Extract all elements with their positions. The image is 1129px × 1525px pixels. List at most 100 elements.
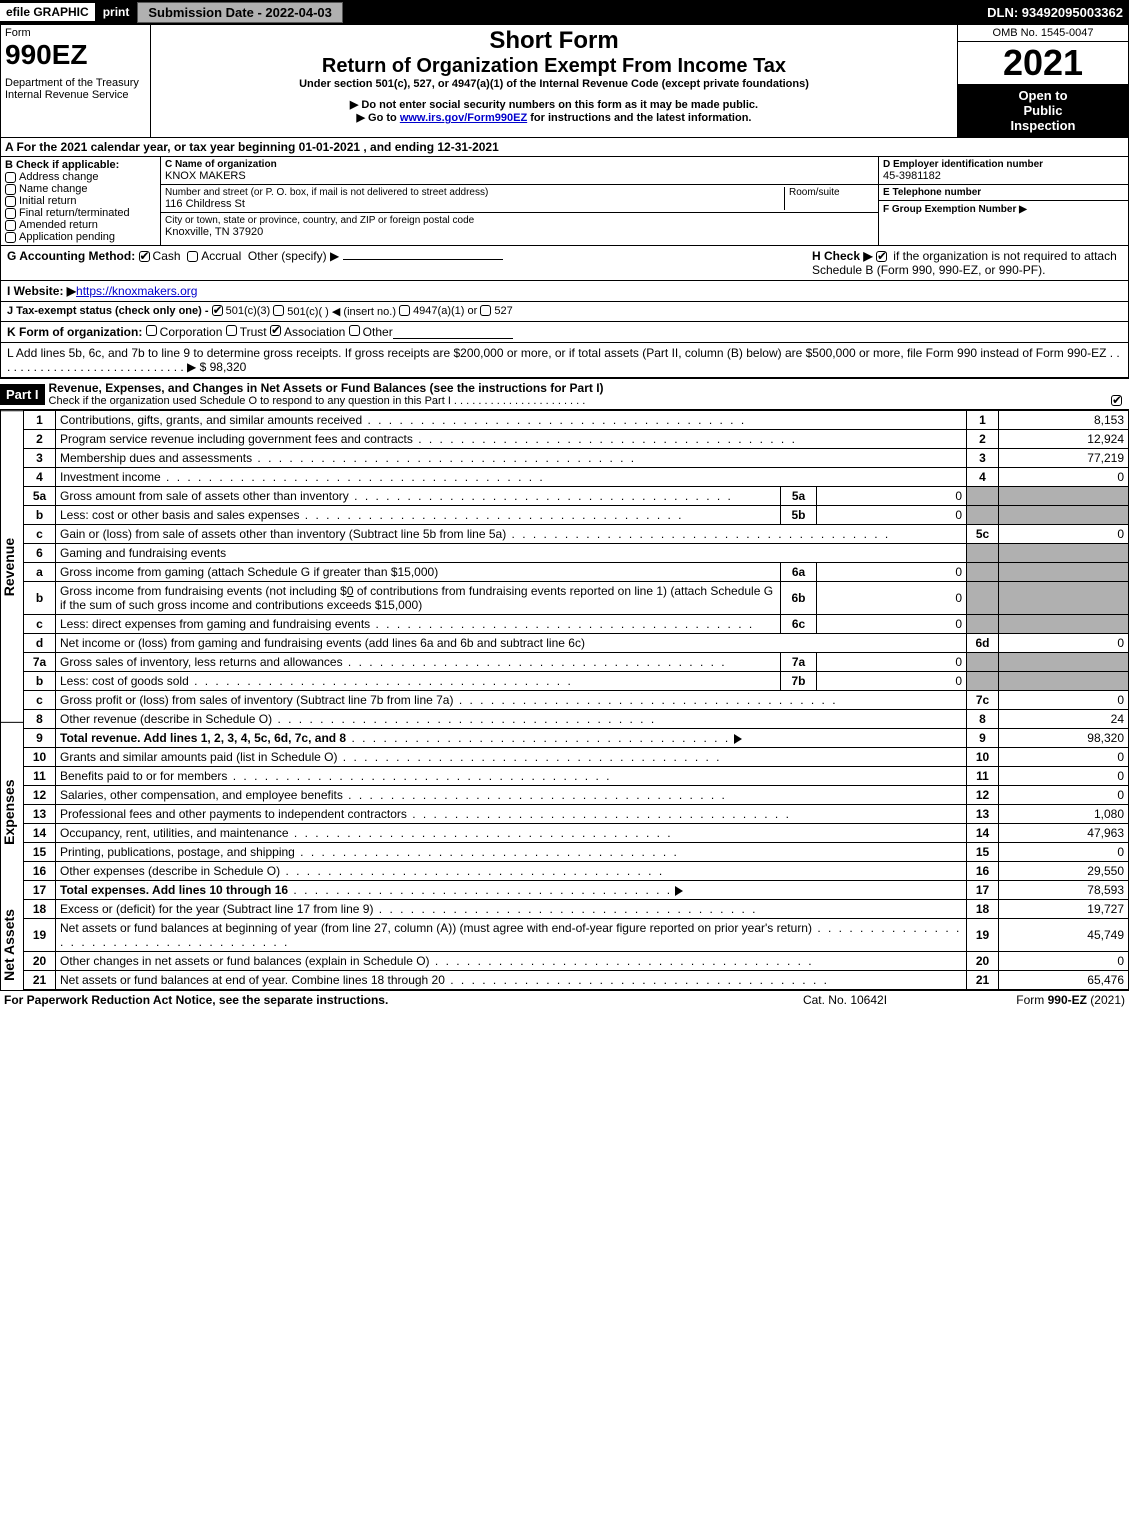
checkbox-icon[interactable]: [5, 172, 16, 183]
part-i-label: Part I: [0, 384, 45, 405]
checkbox-icon[interactable]: [212, 305, 223, 316]
part-i-title-wrap: Revenue, Expenses, and Changes in Net As…: [45, 379, 1129, 409]
line-amt: 45,749: [999, 919, 1129, 952]
k-other: Other: [363, 325, 393, 339]
line-2: 2 Program service revenue including gover…: [24, 430, 1129, 449]
line-desc: Program service revenue including govern…: [60, 432, 413, 446]
b-label: B Check if applicable:: [5, 159, 156, 171]
line-amt: 0: [999, 748, 1129, 767]
goto-post: for instructions and the latest informat…: [527, 112, 751, 124]
b-item-final[interactable]: Final return/terminated: [5, 207, 156, 219]
goto-link[interactable]: www.irs.gov/Form990EZ: [400, 112, 527, 124]
line-col: 12: [967, 786, 999, 805]
footer-left: For Paperwork Reduction Act Notice, see …: [4, 993, 745, 1007]
line-15: 15Printing, publications, postage, and s…: [24, 843, 1129, 862]
submission-date-label: Submission Date - 2022-04-03: [137, 2, 343, 23]
line-desc: Total expenses. Add lines 10 through 16: [60, 883, 288, 897]
b-item-amended[interactable]: Amended return: [5, 219, 156, 231]
line-num: 2: [24, 430, 56, 449]
section-gh: G Accounting Method: Cash Accrual Other …: [0, 246, 1129, 281]
d-ein-cell: D Employer identification number 45-3981…: [878, 157, 1128, 185]
checkbox-icon[interactable]: [399, 305, 410, 316]
line-num: 17: [24, 881, 56, 900]
inspection: Inspection: [960, 118, 1126, 133]
line-col: 20: [967, 952, 999, 971]
checkbox-icon[interactable]: [349, 325, 360, 336]
checkbox-icon[interactable]: [1111, 395, 1122, 406]
line-desc: Gain or (loss) from sale of assets other…: [60, 527, 506, 541]
b-item-name[interactable]: Name change: [5, 183, 156, 195]
checkbox-icon[interactable]: [270, 325, 281, 336]
line-desc: Grants and similar amounts paid (list in…: [60, 750, 337, 764]
line-num: 10: [24, 748, 56, 767]
line-desc: Other expenses (describe in Schedule O): [60, 864, 280, 878]
b-item-initial[interactable]: Initial return: [5, 195, 156, 207]
line-num: 16: [24, 862, 56, 881]
line-num: 14: [24, 824, 56, 843]
lines-wrapper: Revenue Expenses Net Assets 1Contributio…: [0, 410, 1129, 990]
line-desc: Gross amount from sale of assets other t…: [60, 489, 349, 503]
footer-right-pre: Form: [1016, 993, 1047, 1007]
line-5a: 5a Gross amount from sale of assets other…: [24, 487, 1129, 506]
checkbox-icon[interactable]: [273, 305, 284, 316]
section-a-tax-year: A For the 2021 calendar year, or tax yea…: [0, 138, 1129, 157]
line-desc: Investment income: [60, 470, 161, 484]
line-num: 20: [24, 952, 56, 971]
line-num: 9: [24, 729, 56, 748]
line-11: 11Benefits paid to or for members110: [24, 767, 1129, 786]
line-num: c: [24, 691, 56, 710]
i-website-link[interactable]: https://knoxmakers.org: [76, 284, 197, 298]
omb-number: OMB No. 1545-0047: [958, 25, 1128, 42]
checkbox-icon[interactable]: [5, 232, 16, 243]
line-subamt: 0: [817, 582, 967, 615]
section-bcdef: B Check if applicable: Address change Na…: [0, 157, 1129, 246]
line-desc: Benefits paid to or for members: [60, 769, 227, 783]
line-7c: cGross profit or (loss) from sales of in…: [24, 691, 1129, 710]
section-i-website: I Website: ▶ https://knoxmakers.org: [0, 281, 1129, 302]
j-527: 527: [494, 305, 512, 318]
checkbox-icon[interactable]: [5, 184, 16, 195]
top-header-bar: efile GRAPHIC print Submission Date - 20…: [0, 0, 1129, 24]
checkbox-icon[interactable]: [187, 251, 198, 262]
checkbox-icon[interactable]: [5, 208, 16, 219]
checkbox-icon[interactable]: [226, 325, 237, 336]
line-amt: 98,320: [999, 729, 1129, 748]
line-num: 8: [24, 710, 56, 729]
line-col: 16: [967, 862, 999, 881]
part-i-check-text: Check if the organization used Schedule …: [49, 395, 586, 407]
line-amt: 0: [999, 843, 1129, 862]
line-amt: 24: [999, 710, 1129, 729]
checkbox-icon[interactable]: [5, 220, 16, 231]
line-sub: 7a: [781, 653, 817, 672]
b-item-pending[interactable]: Application pending: [5, 231, 156, 243]
line-sub: 5a: [781, 487, 817, 506]
d-value: 45-3981182: [883, 170, 1124, 182]
checkbox-icon[interactable]: [480, 305, 491, 316]
checkbox-icon[interactable]: [146, 325, 157, 336]
col-def: D Employer identification number 45-3981…: [878, 157, 1128, 245]
line-sub: 6c: [781, 615, 817, 634]
line-1: 1Contributions, gifts, grants, and simil…: [24, 411, 1129, 430]
print-label[interactable]: print: [95, 5, 138, 19]
line-col: 5c: [967, 525, 999, 544]
line-subamt: 0: [817, 506, 967, 525]
line-16: 16 Other expenses (describe in Schedule O…: [24, 862, 1129, 881]
b-item-label: Name change: [19, 183, 88, 195]
l-text: L Add lines 5b, 6c, and 7b to line 9 to …: [7, 346, 1122, 374]
h-schedule-b: H Check ▶ if the organization is not req…: [812, 249, 1122, 277]
under-section: Under section 501(c), 527, or 4947(a)(1)…: [157, 78, 951, 90]
checkbox-icon[interactable]: [5, 196, 16, 207]
line-amt: 0: [999, 634, 1129, 653]
j-4947: 4947(a)(1) or: [413, 305, 477, 318]
line-amt: 8,153: [999, 411, 1129, 430]
k-corp: Corporation: [160, 325, 223, 339]
checkbox-icon[interactable]: [139, 251, 150, 262]
c-street-cell: Number and street (or P. O. box, if mail…: [161, 185, 878, 213]
open-public-inspection: Open to Public Inspection: [958, 84, 1128, 137]
line-desc: Membership dues and assessments: [60, 451, 252, 465]
b-item-label: Initial return: [19, 195, 76, 207]
form-header-left: Form 990EZ Department of the Treasury In…: [1, 25, 151, 137]
line-7b: bLess: cost of goods sold7b0: [24, 672, 1129, 691]
checkbox-icon[interactable]: [876, 251, 887, 262]
b-item-address[interactable]: Address change: [5, 171, 156, 183]
